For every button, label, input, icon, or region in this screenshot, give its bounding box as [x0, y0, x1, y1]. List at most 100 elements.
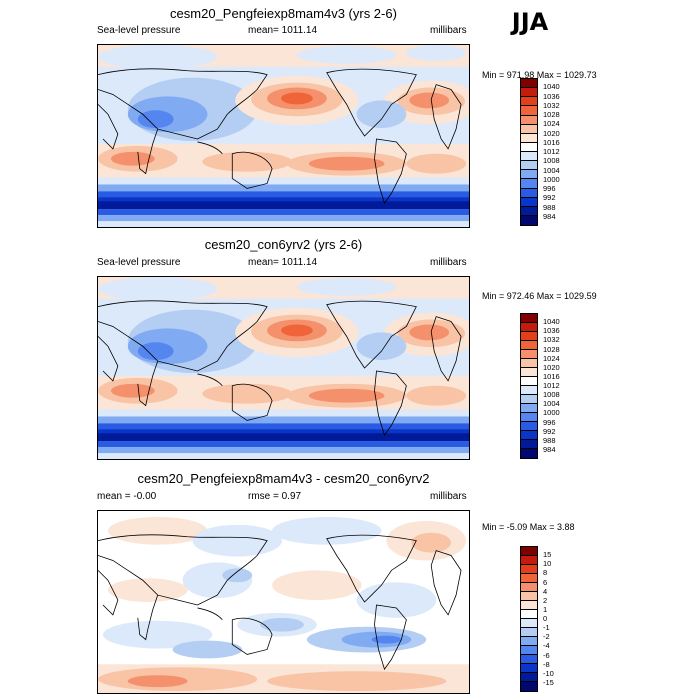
- colorbar-swatch: [521, 422, 537, 431]
- colorbar-tick-label: -15: [543, 677, 554, 687]
- min-max-label: Min = -5.09 Max = 3.88: [482, 522, 575, 532]
- colorbar-tick-label: 6: [543, 577, 548, 587]
- colorbar-swatch: [521, 314, 537, 323]
- colorbar-swatch: [521, 440, 537, 449]
- colorbar-tick-label: 1032: [543, 100, 560, 110]
- colorbar-tick-label: 8: [543, 568, 548, 578]
- colorbar-swatch: [521, 449, 537, 458]
- colorbar-tick-label: 1032: [543, 335, 560, 345]
- colorbar-tick-label: 1036: [543, 326, 560, 336]
- colorbar-swatch: [521, 574, 537, 583]
- colorbar-tick-label: 1000: [543, 174, 560, 184]
- colorbar-swatch: [521, 592, 537, 601]
- colorbar-tick-label: 1000: [543, 408, 560, 418]
- colorbar-swatch: [521, 170, 537, 180]
- units-label: millibars: [430, 257, 467, 268]
- colorbar-tick-label: 0: [543, 614, 548, 623]
- units-label: millibars: [430, 491, 467, 502]
- colorbar-swatch: [521, 404, 537, 413]
- colorbar-swatch: [521, 556, 537, 565]
- colorbar-swatch: [521, 664, 537, 673]
- colorbar-swatch: [521, 610, 537, 619]
- slp-map: [98, 45, 469, 227]
- colorbar-swatch: [521, 431, 537, 440]
- colorbar-tick-label: 1024: [543, 353, 560, 363]
- colorbar-swatch: [521, 142, 537, 152]
- colorbar-swatch: [521, 413, 537, 422]
- colorbar-tick-label: 1024: [543, 119, 560, 129]
- colorbar-swatch: [521, 673, 537, 682]
- colorbar-swatch: [521, 395, 537, 404]
- map-field: [97, 44, 470, 228]
- panel-difference: cesm20_Pengfeiexp8mam4v3 - cesm20_con6yr…: [0, 466, 700, 696]
- units-label: millibars: [430, 25, 467, 36]
- colorbar-tick-label: 1016: [543, 137, 560, 147]
- colorbar-swatch: [521, 359, 537, 368]
- colorbar-swatch: [521, 215, 537, 225]
- colorbar-tick-label: 2: [543, 595, 548, 605]
- colorbar-tick-label: -4: [543, 641, 550, 651]
- colorbar-swatch: [521, 341, 537, 350]
- colorbar-swatch: [521, 188, 537, 198]
- variable-label: Sea-level pressure: [97, 25, 181, 36]
- colorbar-tick-label: 4: [543, 586, 548, 596]
- panel-experiment: cesm20_Pengfeiexp8mam4v3 (yrs 2-6) Sea-l…: [0, 0, 700, 230]
- colorbar-tick-label: -6: [543, 650, 550, 660]
- colorbar-tick-label: 1008: [543, 156, 560, 166]
- colorbar-tick-label: 1036: [543, 91, 560, 101]
- colorbar-swatch: [521, 97, 537, 107]
- colorbar-tick-label: 992: [543, 426, 556, 436]
- colorbar-swatch: [521, 368, 537, 377]
- colorbar-swatch: [521, 152, 537, 162]
- colorbar: [520, 313, 538, 459]
- colorbar-swatch: [521, 133, 537, 143]
- colorbar-swatch: [521, 628, 537, 637]
- colorbar-tick-label: -10: [543, 668, 554, 678]
- colorbar-swatch: [521, 323, 537, 332]
- mean-label: mean= 1011.14: [248, 257, 318, 268]
- colorbar-tick-label: 1028: [543, 344, 560, 354]
- colorbar-tick-label: 992: [543, 193, 556, 203]
- panel-control: cesm20_con6yrv2 (yrs 2-6) Sea-level pres…: [0, 232, 700, 462]
- colorbar-swatch: [521, 179, 537, 189]
- colorbar-swatch: [521, 583, 537, 592]
- colorbar-swatch: [521, 619, 537, 628]
- colorbar-tick-label: 1004: [543, 165, 560, 175]
- colorbar-tick-label: -1: [543, 623, 550, 633]
- colorbar-tick-label: 10: [543, 559, 552, 569]
- colorbar-tick-label: 996: [543, 417, 556, 427]
- colorbar-tick-label: 1040: [543, 82, 560, 92]
- mean-label: mean = -0.00: [97, 491, 157, 502]
- colorbar-swatch: [521, 377, 537, 386]
- colorbar-tick-label: 1012: [543, 381, 560, 390]
- colorbar-tick-label: 988: [543, 202, 556, 212]
- colorbar-swatch: [521, 106, 537, 116]
- slp-diff-map: [98, 511, 469, 693]
- colorbar-tick-label: 15: [543, 550, 552, 560]
- colorbar-tick-label: 1020: [543, 128, 560, 138]
- colorbar-tick-label: 1028: [543, 110, 560, 119]
- min-max-label: Min = 972.46 Max = 1029.59: [482, 291, 597, 301]
- colorbar-tick-label: 988: [543, 435, 556, 445]
- colorbar-swatch: [521, 565, 537, 574]
- colorbar-swatch: [521, 682, 537, 691]
- colorbar-tick-label: 1016: [543, 371, 560, 381]
- colorbar-tick-label: 1020: [543, 362, 560, 372]
- variable-label: Sea-level pressure: [97, 257, 181, 268]
- colorbar-tick-label: 984: [543, 444, 556, 454]
- colorbar-tick-label: 1008: [543, 390, 560, 400]
- colorbar-swatch: [521, 386, 537, 395]
- colorbar: [520, 78, 538, 226]
- panel-title: cesm20_con6yrv2 (yrs 2-6): [204, 237, 363, 252]
- colorbar-tick-label: 1040: [543, 317, 560, 327]
- colorbar-tick-label: -8: [543, 659, 550, 669]
- colorbar-swatch: [521, 124, 537, 134]
- colorbar-swatch: [521, 350, 537, 359]
- colorbar-tick-label: 996: [543, 184, 556, 193]
- colorbar-swatch: [521, 206, 537, 216]
- slp-map: [98, 277, 469, 459]
- colorbar-swatch: [521, 547, 537, 556]
- colorbar-swatch: [521, 79, 537, 89]
- min-max-label: Min = 971.98 Max = 1029.73: [482, 70, 597, 80]
- colorbar-swatch: [521, 332, 537, 341]
